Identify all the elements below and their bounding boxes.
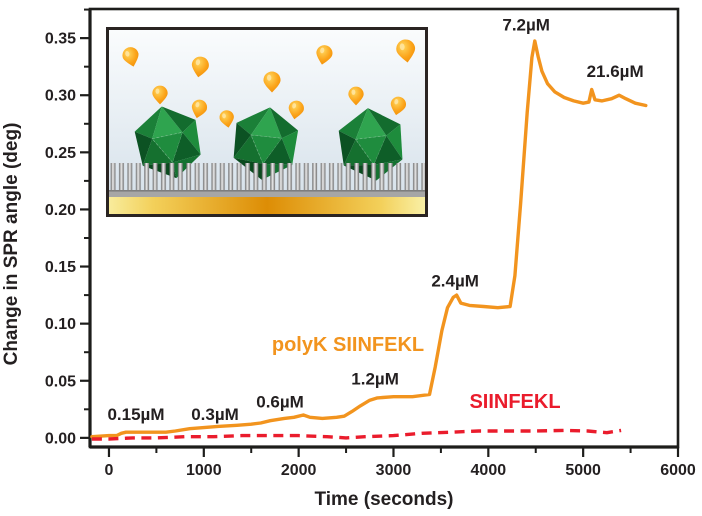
substrate-bar	[109, 190, 425, 197]
x-tick-label: 5000	[565, 462, 601, 479]
legend-polyk-siinfekl: polyK SIINFEKL	[272, 334, 424, 356]
series-polyk-siinfekl-line	[90, 39, 648, 439]
y-tick-label: 0.15	[45, 259, 76, 276]
y-tick-label: 0.00	[45, 430, 76, 447]
annotation-label: 0.3µM	[191, 405, 239, 424]
y-tick-label: 0.25	[45, 145, 76, 162]
x-tick-label: 3000	[376, 462, 412, 479]
legend-siinfekl: SIINFEKL	[469, 391, 560, 413]
chart-generated-content: 0 1000 2000 3000 4000 5000 6000 0.00 0.05 0.10 0.1…	[45, 8, 696, 479]
y-tick-label: 0.05	[45, 373, 76, 390]
y-tick-label: 0.30	[45, 88, 76, 105]
inset-illustration	[106, 27, 428, 217]
y-tick-label: 0.10	[45, 316, 76, 333]
y-tick-label: 0.20	[45, 202, 76, 219]
x-tick-label: 4000	[471, 462, 507, 479]
annotation-label: 7.2µM	[502, 15, 550, 34]
annotation-label: 0.15µM	[107, 405, 164, 424]
annotation-label: 1.2µM	[351, 369, 399, 388]
x-axis-title: Time (seconds)	[314, 489, 453, 510]
y-axis-title: Change in SPR angle (deg)	[1, 123, 22, 366]
gold-substrate	[109, 197, 425, 214]
nanopillar-array	[109, 163, 425, 190]
x-tick-label: 6000	[660, 462, 696, 479]
annotation-label: 21.6µM	[587, 62, 644, 81]
y-tick-label: 0.35	[45, 31, 76, 48]
annotation-label: 0.6µM	[256, 392, 304, 411]
x-tick-label: 2000	[281, 462, 317, 479]
annotation-label: 2.4µM	[431, 271, 479, 290]
x-tick-label: 0	[105, 462, 114, 479]
substrate-edge	[109, 190, 425, 192]
x-tick-label: 1000	[186, 462, 222, 479]
inset-scene	[109, 30, 425, 214]
